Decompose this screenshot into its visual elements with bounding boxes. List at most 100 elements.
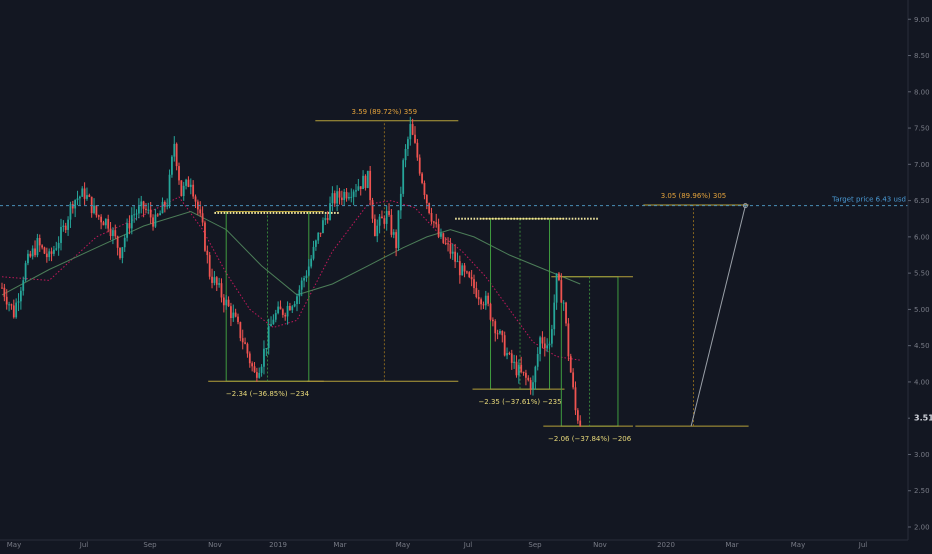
- resistance-dot: [488, 217, 491, 220]
- candle-body: [487, 295, 490, 304]
- resistance-dot: [458, 217, 460, 220]
- candle-body: [576, 410, 579, 421]
- resistance-dot: [294, 211, 296, 214]
- candle-body: [88, 195, 91, 197]
- candle-body: [322, 220, 324, 234]
- resistance-dot: [590, 217, 592, 220]
- candle-body: [562, 302, 565, 304]
- candle-body: [19, 290, 22, 302]
- resistance-dot: [593, 217, 595, 220]
- resistance-dot: [553, 217, 555, 220]
- candle-body: [506, 353, 508, 356]
- time-tick-label: Jul: [463, 541, 473, 549]
- resistance-dot: [321, 211, 324, 214]
- resistance-dot: [479, 217, 482, 220]
- candle-body: [12, 305, 15, 318]
- time-tick-label: May: [791, 541, 805, 549]
- candle-body: [112, 230, 114, 236]
- candle-body: [45, 253, 48, 258]
- candle-body: [215, 277, 218, 285]
- measure-label: 3.59 (89.72%) 359: [352, 108, 418, 116]
- candle-body: [81, 188, 84, 197]
- candle-body: [69, 204, 72, 220]
- resistance-dot: [473, 217, 476, 220]
- candle-body: [93, 205, 95, 214]
- resistance-dot: [574, 217, 577, 220]
- measure-tools: −2.34 (−36.85%) −234 3.59 (89.72%) 359 −2.…: [208, 108, 749, 443]
- candle-body: [57, 242, 60, 249]
- candle-body: [22, 280, 25, 291]
- time-tick-label: Nov: [208, 541, 222, 549]
- resistance-dot: [562, 217, 565, 220]
- candle-body: [8, 304, 10, 306]
- candle-body: [447, 243, 449, 245]
- resistance-dot: [580, 217, 583, 220]
- resistance-dot: [281, 211, 284, 214]
- candle-body: [187, 179, 190, 187]
- candle-body: [532, 382, 534, 390]
- candle-body: [137, 206, 140, 214]
- candle-body: [156, 214, 159, 216]
- candle-body: [140, 201, 143, 207]
- candle-body: [458, 261, 461, 276]
- time-tick-label: Jul: [79, 541, 89, 549]
- resistance-dot: [587, 217, 589, 220]
- resistance-dot: [291, 211, 293, 214]
- candle-body: [241, 338, 244, 343]
- candle-body: [404, 148, 407, 161]
- resistance-dot: [284, 211, 287, 214]
- candle-body: [192, 184, 195, 197]
- resistance-dot: [297, 211, 299, 214]
- candle-body: [173, 143, 176, 157]
- candle-body: [463, 265, 466, 272]
- candle-body: [371, 200, 374, 219]
- candle-body: [100, 216, 103, 223]
- candle-body: [41, 245, 44, 248]
- resistance-dot: [537, 217, 540, 220]
- time-tick-label: May: [7, 541, 21, 549]
- candle-body: [208, 255, 211, 277]
- candle-body: [194, 196, 197, 202]
- price-tick-label: 5.50: [914, 270, 930, 278]
- candle-body: [222, 297, 225, 306]
- candle-body: [442, 233, 445, 243]
- candle-body: [300, 280, 303, 290]
- price-tick-label: 5.00: [914, 306, 930, 314]
- candle-body: [251, 363, 254, 367]
- candle-body: [147, 209, 150, 211]
- projection-end: [742, 203, 748, 209]
- candle-body: [265, 348, 268, 350]
- resistance-dot: [217, 211, 220, 214]
- candle-body: [373, 218, 376, 237]
- resistance-dot: [534, 217, 537, 220]
- candle-body: [508, 353, 511, 355]
- candle-body: [133, 214, 136, 216]
- candle-body: [218, 283, 221, 285]
- measure-label: −2.34 (−36.85%) −234: [226, 390, 310, 398]
- resistance-dot: [306, 211, 309, 214]
- candle-body: [31, 248, 34, 257]
- candle-body: [477, 296, 480, 300]
- time-tick-label: Jul: [858, 541, 868, 549]
- candle-body: [17, 301, 20, 303]
- candle-body: [364, 175, 367, 188]
- candle-body: [109, 228, 112, 236]
- resistance-dot: [516, 217, 519, 220]
- candle-body: [461, 265, 464, 276]
- candle-body: [178, 166, 180, 181]
- resistance-dot: [242, 211, 244, 214]
- candle-body: [29, 253, 32, 257]
- resistance-dot: [510, 217, 512, 220]
- candle-body: [166, 204, 169, 207]
- candle-body: [503, 335, 506, 356]
- candle-body: [418, 157, 421, 174]
- resistance-dot: [507, 217, 509, 220]
- resistance-dot: [303, 211, 305, 214]
- candle-body: [501, 330, 504, 336]
- candle-body: [489, 303, 492, 320]
- candle-body: [399, 193, 402, 211]
- resistance-dot: [596, 217, 598, 220]
- candle-body: [352, 191, 355, 197]
- candle-body: [468, 272, 471, 278]
